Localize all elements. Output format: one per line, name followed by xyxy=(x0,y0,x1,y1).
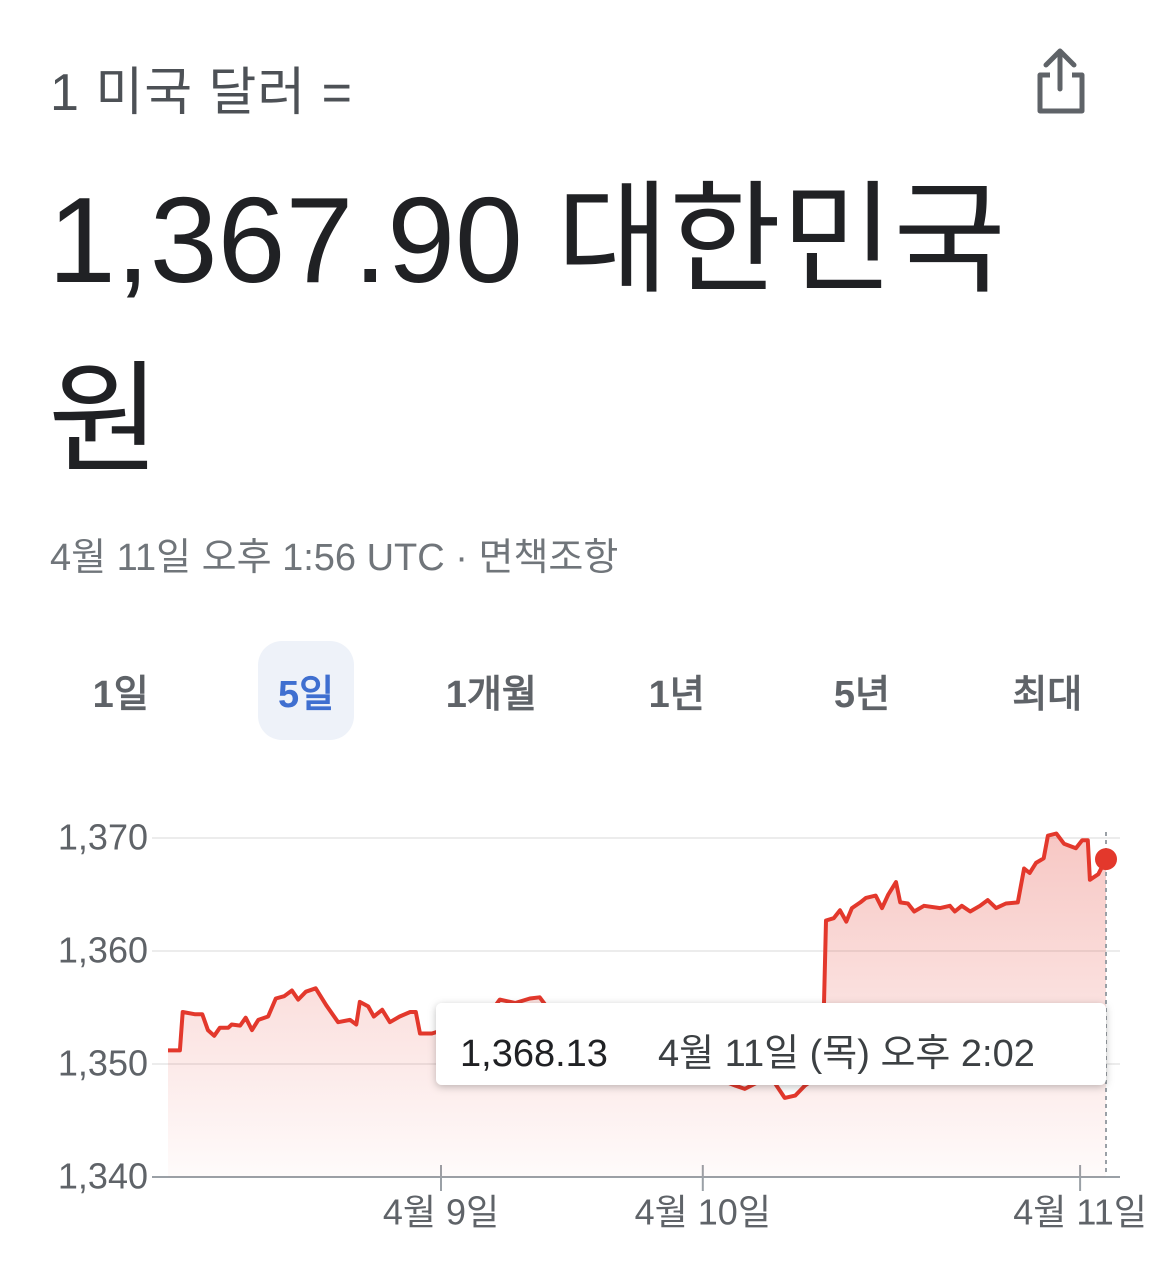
tooltip-value: 1,368.13 xyxy=(460,1033,608,1075)
from-currency: 1 미국 달러 = xyxy=(50,64,353,122)
x-tick-label: 4월 11일 xyxy=(1013,1192,1147,1233)
converted-amount: 1,367.90 대한민국 원 xyxy=(48,172,1006,488)
tooltip-box xyxy=(436,1003,1106,1085)
disclaimer-link[interactable]: 면책조항 xyxy=(478,537,619,579)
range-tab-label: 1개월 xyxy=(445,673,537,716)
range-tab-label: 5년 xyxy=(833,673,891,716)
timestamp-row: 4월 11일 오후 1:56 UTC · 면책조항 xyxy=(50,526,618,581)
range-tab-label: 최대 xyxy=(1012,673,1083,716)
range-tab-label: 1일 xyxy=(92,673,149,716)
y-tick-label: 1,350 xyxy=(58,1043,148,1084)
hover-dot xyxy=(1095,848,1117,871)
range-tab[interactable]: 최대 xyxy=(955,646,1140,734)
range-tabs: 1일 5일 1개월 1년 5년 최대 xyxy=(28,640,1140,740)
range-tab[interactable]: 1개월 xyxy=(399,646,584,734)
separator: · xyxy=(455,537,468,579)
range-tab[interactable]: 1일 xyxy=(28,646,213,734)
y-tick-label: 1,340 xyxy=(58,1156,148,1197)
chart: 1,370 1,360 1,350 1,340 4월 9일 4월 10일 4월 11일 1,3… xyxy=(58,817,1147,1233)
range-tab[interactable]: 5년 xyxy=(769,646,954,734)
area xyxy=(168,833,1106,1177)
range-tab[interactable]: 1년 xyxy=(584,646,769,734)
tooltip: 1,368.13 4월 11일 (목) 오후 2:02 xyxy=(436,1003,1106,1085)
x-tick-label: 4월 9일 xyxy=(383,1192,499,1233)
y-tick-label: 1,360 xyxy=(58,930,148,971)
tooltip-time: 4월 11일 (목) 오후 2:02 xyxy=(658,1033,1035,1075)
x-tick-label: 4월 10일 xyxy=(635,1192,771,1233)
range-tab[interactable]: 5일 xyxy=(213,640,398,740)
range-tab-label: 5일 xyxy=(257,640,355,740)
y-tick-label: 1,370 xyxy=(58,817,148,858)
timestamp: 4월 11일 오후 1:56 UTC xyxy=(50,537,445,579)
range-tab-label: 1년 xyxy=(648,673,705,716)
share-button[interactable] xyxy=(1030,45,1090,117)
